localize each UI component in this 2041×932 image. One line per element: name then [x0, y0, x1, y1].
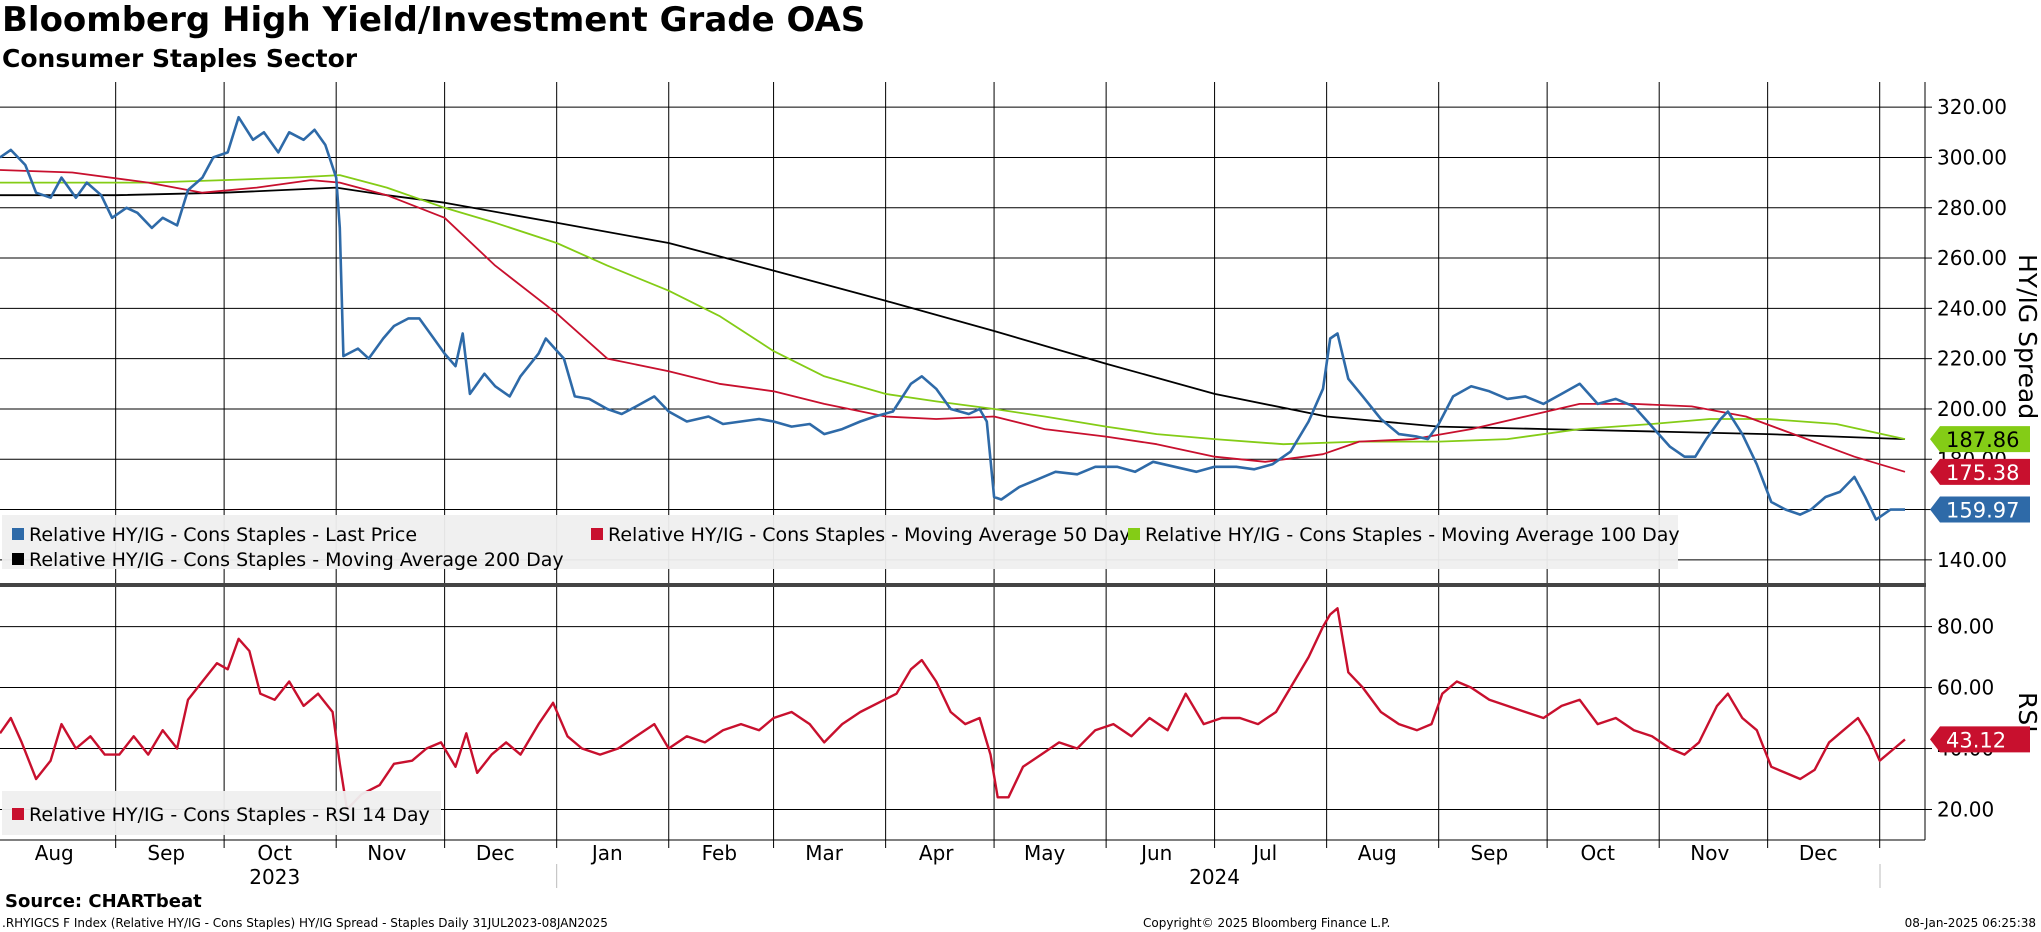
x-month-label: Mar	[805, 841, 844, 865]
last-value-flag-last_price	[1930, 496, 2030, 523]
main-ytick-label: 140.00	[1937, 548, 2007, 572]
legend-label-ma100: Relative HY/IG - Cons Staples - Moving A…	[1145, 524, 1680, 546]
x-month-label: Nov	[367, 841, 406, 865]
rsi-legend-box	[2, 791, 441, 835]
legend-label-last_price: Relative HY/IG - Cons Staples - Last Pri…	[29, 524, 417, 546]
main-ytick-label: 320.00	[1937, 95, 2007, 119]
x-month-label: Sep	[1470, 841, 1508, 865]
legend-swatch-ma50	[591, 528, 603, 540]
timestamp-text: 08-Jan-2025 06:25:38	[1904, 916, 2036, 930]
x-year-label: 2023	[249, 865, 300, 889]
last-value-text-ma100: 187.86	[1946, 428, 2019, 452]
series-rsi-line	[0, 607, 1906, 811]
last-value-flag-ma100	[1930, 426, 2030, 453]
x-month-label: Sep	[147, 841, 185, 865]
ticker-line: .RHYIGCS F Index (Relative HY/IG - Cons …	[2, 916, 608, 930]
series-last_price-line	[0, 115, 1905, 521]
series-layer	[0, 115, 1906, 811]
copyright-text: Copyright© 2025 Bloomberg Finance L.P.	[1143, 916, 1391, 930]
main-ytick-label: 280.00	[1937, 196, 2007, 220]
x-month-label: Apr	[919, 841, 954, 865]
rsi-ytick-label: 80.00	[1937, 615, 1994, 639]
legend-label-ma50: Relative HY/IG - Cons Staples - Moving A…	[608, 524, 1131, 546]
x-month-label: Nov	[1690, 841, 1729, 865]
label-layer: 187.86 175.38 159.97 43.12	[1930, 426, 2030, 753]
main-ytick-label: 240.00	[1937, 296, 2007, 320]
last-value-text-last_price: 159.97	[1946, 499, 2019, 523]
chart-title: Bloomberg High Yield/Investment Grade OA…	[2, 0, 866, 40]
x-month-label: Jun	[1139, 841, 1172, 865]
x-month-label: Dec	[476, 841, 515, 865]
chart-subtitle: Consumer Staples Sector	[2, 44, 358, 73]
x-month-label: Feb	[702, 841, 737, 865]
rsi-ytick-label: 60.00	[1937, 676, 1994, 700]
rsi-ytick-label: 20.00	[1937, 798, 1994, 822]
main-y-axis-title: HY/IG Spread	[2013, 254, 2041, 419]
legend-swatch-ma100	[1128, 528, 1140, 540]
last-value-text-ma50: 175.38	[1946, 461, 2019, 485]
main-ytick-label: 300.00	[1937, 145, 2007, 169]
legend-swatch-rsi	[12, 808, 24, 820]
legend-label-rsi: Relative HY/IG - Cons Staples - RSI 14 D…	[29, 804, 430, 826]
main-legend-box	[2, 515, 1678, 569]
rsi-y-axis-title: RSI	[2013, 692, 2041, 733]
legend-layer: Relative HY/IG - Cons Staples - Last Pri…	[2, 515, 1680, 835]
x-month-label: Aug	[1358, 841, 1397, 865]
series-ma100-line	[0, 174, 1906, 446]
source-label: Source: CHARTbeat	[5, 891, 202, 912]
series-ma50-line	[0, 169, 1906, 473]
x-month-label: Oct	[1580, 841, 1615, 865]
x-month-label: Dec	[1799, 841, 1838, 865]
last-value-flag-ma50	[1930, 458, 2030, 485]
last-value-flag-rsi	[1930, 726, 2030, 753]
x-month-label: Oct	[257, 841, 292, 865]
main-ytick-label: 200.00	[1937, 397, 2007, 421]
x-month-label: Jul	[1251, 841, 1277, 865]
x-month-label: Jan	[590, 841, 623, 865]
legend-swatch-last_price	[12, 528, 24, 540]
grid-layer	[0, 82, 1925, 840]
legend-swatch-ma200	[12, 553, 24, 565]
x-month-label: Aug	[35, 841, 74, 865]
x-month-label: May	[1024, 841, 1066, 865]
legend-label-ma200: Relative HY/IG - Cons Staples - Moving A…	[29, 549, 564, 571]
main-ytick-label: 260.00	[1937, 246, 2007, 270]
last-value-text-rsi: 43.12	[1946, 728, 2006, 752]
x-year-label: 2024	[1189, 865, 1240, 889]
main-ytick-label: 220.00	[1937, 347, 2007, 371]
